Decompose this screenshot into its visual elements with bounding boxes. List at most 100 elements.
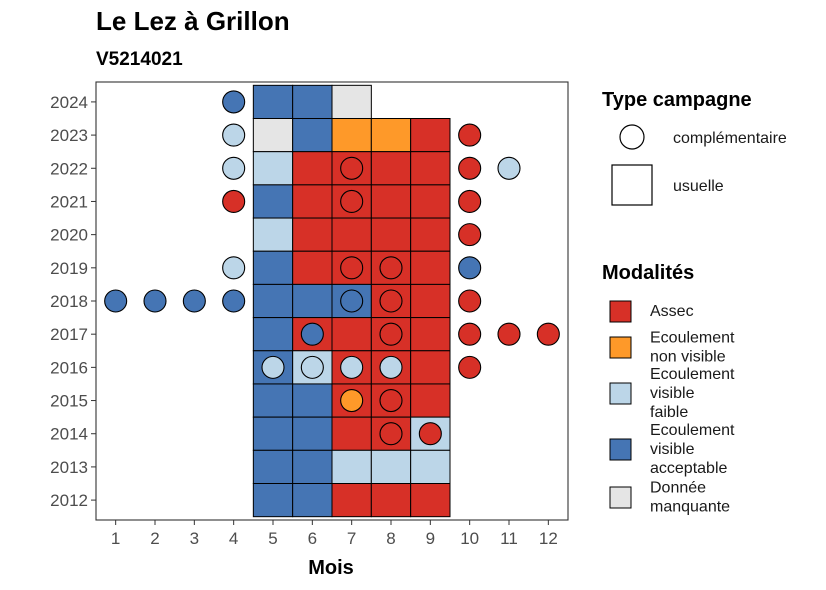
tile-2021-5: [252, 184, 294, 219]
point-2019-4: [222, 256, 246, 280]
tile-2013-8: [370, 449, 412, 484]
x-axis-title: Mois: [308, 557, 354, 579]
y-axis: 2024 2023 2022 2021 2020 2019 2018 2017 2016 2015…: [50, 93, 96, 510]
x-tick-label-8: 8: [386, 529, 395, 548]
point-2022-10: [458, 156, 482, 180]
legend-label-2-line-1: visible: [650, 385, 695, 402]
tile-2022-8: [370, 151, 412, 186]
tile-2020-5: [252, 217, 294, 252]
tile-2019-6: [292, 250, 333, 285]
y-tick-label-2021: 2021: [50, 192, 88, 211]
legend-label-3-line-2: acceptable: [650, 460, 727, 477]
y-tick-label-2015: 2015: [50, 392, 88, 411]
point-2021-10: [458, 189, 482, 214]
point-2018-7: [340, 289, 364, 313]
x-axis: 1 2 3 4 5 6 7 8 9 10 11 12: [111, 520, 558, 548]
tile-2017-9: [410, 317, 451, 352]
point-2018-10: [458, 289, 482, 313]
legend-label-3-line-1: visible: [650, 441, 695, 458]
legend-campagne-usuelle: usuelle: [673, 178, 724, 195]
x-tick-label-6: 6: [308, 529, 317, 548]
tile-2014-6: [292, 416, 333, 451]
y-tick-label-2024: 2024: [50, 93, 88, 112]
point-2018-2: [143, 289, 167, 313]
point-2024-4: [222, 90, 246, 114]
tile-2021-9: [410, 184, 451, 219]
tile-2023-8: [370, 118, 412, 153]
legend-label-2-line-2: faible: [650, 404, 688, 421]
point-2021-7: [340, 189, 364, 214]
y-tick-label-2016: 2016: [50, 358, 88, 377]
x-tick-label-7: 7: [347, 529, 356, 548]
point-2019-8: [379, 256, 403, 280]
chart-subtitle: V5214021: [96, 49, 183, 70]
point-2020-10: [458, 223, 482, 247]
tile-2020-8: [370, 217, 412, 252]
point-2016-8: [379, 355, 403, 379]
legend-campagne-complementaire: complémentaire: [673, 130, 787, 147]
x-tick-label-9: 9: [426, 529, 435, 548]
tile-2016-9: [410, 350, 451, 385]
tile-2023-5: [252, 118, 294, 153]
legend-label-2-line-0: Ecoulement: [650, 366, 735, 383]
point-2016-7: [340, 355, 364, 379]
legend-label-4-line-0: Donnée: [650, 480, 706, 497]
point-2014-9: [418, 422, 442, 446]
x-tick-label-1: 1: [111, 529, 120, 548]
tile-2022-5: [252, 151, 294, 186]
tile-2019-9: [410, 250, 451, 285]
chart-title: Le Lez à Grillon: [96, 6, 290, 36]
y-tick-label-2019: 2019: [50, 259, 88, 278]
tile-2022-6: [292, 151, 333, 186]
tile-2023-7: [331, 118, 372, 153]
tile-2024-6: [292, 84, 333, 120]
point-2015-8: [379, 388, 403, 413]
legend-campagne: Type campagne complémentaire usuelle: [602, 89, 787, 206]
tile-2013-5: [252, 449, 294, 484]
legend-swatch-3: [609, 438, 632, 461]
tile-2017-7: [331, 317, 372, 352]
point-2016-6: [300, 355, 324, 379]
point-2022-7: [340, 156, 364, 180]
tile-2012-8: [370, 483, 412, 518]
y-tick-label-2017: 2017: [50, 325, 88, 344]
tile-2013-7: [331, 449, 372, 484]
tile-2024-7: [331, 84, 372, 120]
point-2017-11: [497, 322, 521, 346]
point-2022-4: [222, 156, 246, 180]
tile-2015-6: [292, 383, 333, 418]
y-tick-label-2012: 2012: [50, 491, 88, 510]
tile-2023-6: [292, 118, 333, 153]
x-tick-label-12: 12: [539, 529, 558, 548]
tile-2012-6: [292, 483, 333, 518]
x-tick-label-2: 2: [150, 529, 159, 548]
point-2018-3: [182, 289, 206, 313]
legend-label-1-line-0: Ecoulement: [650, 330, 735, 347]
tile-2020-7: [331, 217, 372, 252]
tile-2014-5: [252, 416, 294, 451]
point-2017-10: [458, 322, 482, 346]
legend-square-symbol: [611, 164, 653, 206]
point-2015-7: [340, 388, 364, 413]
x-tick-label-10: 10: [460, 529, 479, 548]
legend-swatch-1: [609, 336, 632, 359]
tile-2012-9: [410, 483, 451, 518]
x-tick-label-3: 3: [190, 529, 199, 548]
tile-2017-5: [252, 317, 294, 352]
point-2014-8: [379, 422, 403, 446]
tile-2018-6: [292, 283, 333, 319]
tile-2024-5: [252, 84, 294, 120]
legend-label-4-line-1: manquante: [650, 499, 730, 516]
tile-2013-6: [292, 449, 333, 484]
legend-modalites-title: Modalités: [602, 262, 694, 284]
point-2021-4: [222, 189, 246, 214]
tile-2012-7: [331, 483, 372, 518]
complementaire-points: [104, 90, 560, 446]
tile-2014-7: [331, 416, 372, 451]
point-2018-4: [222, 289, 246, 313]
tile-2012-5: [252, 483, 294, 518]
legend-swatch-0: [609, 300, 632, 323]
point-2022-11: [497, 156, 521, 180]
